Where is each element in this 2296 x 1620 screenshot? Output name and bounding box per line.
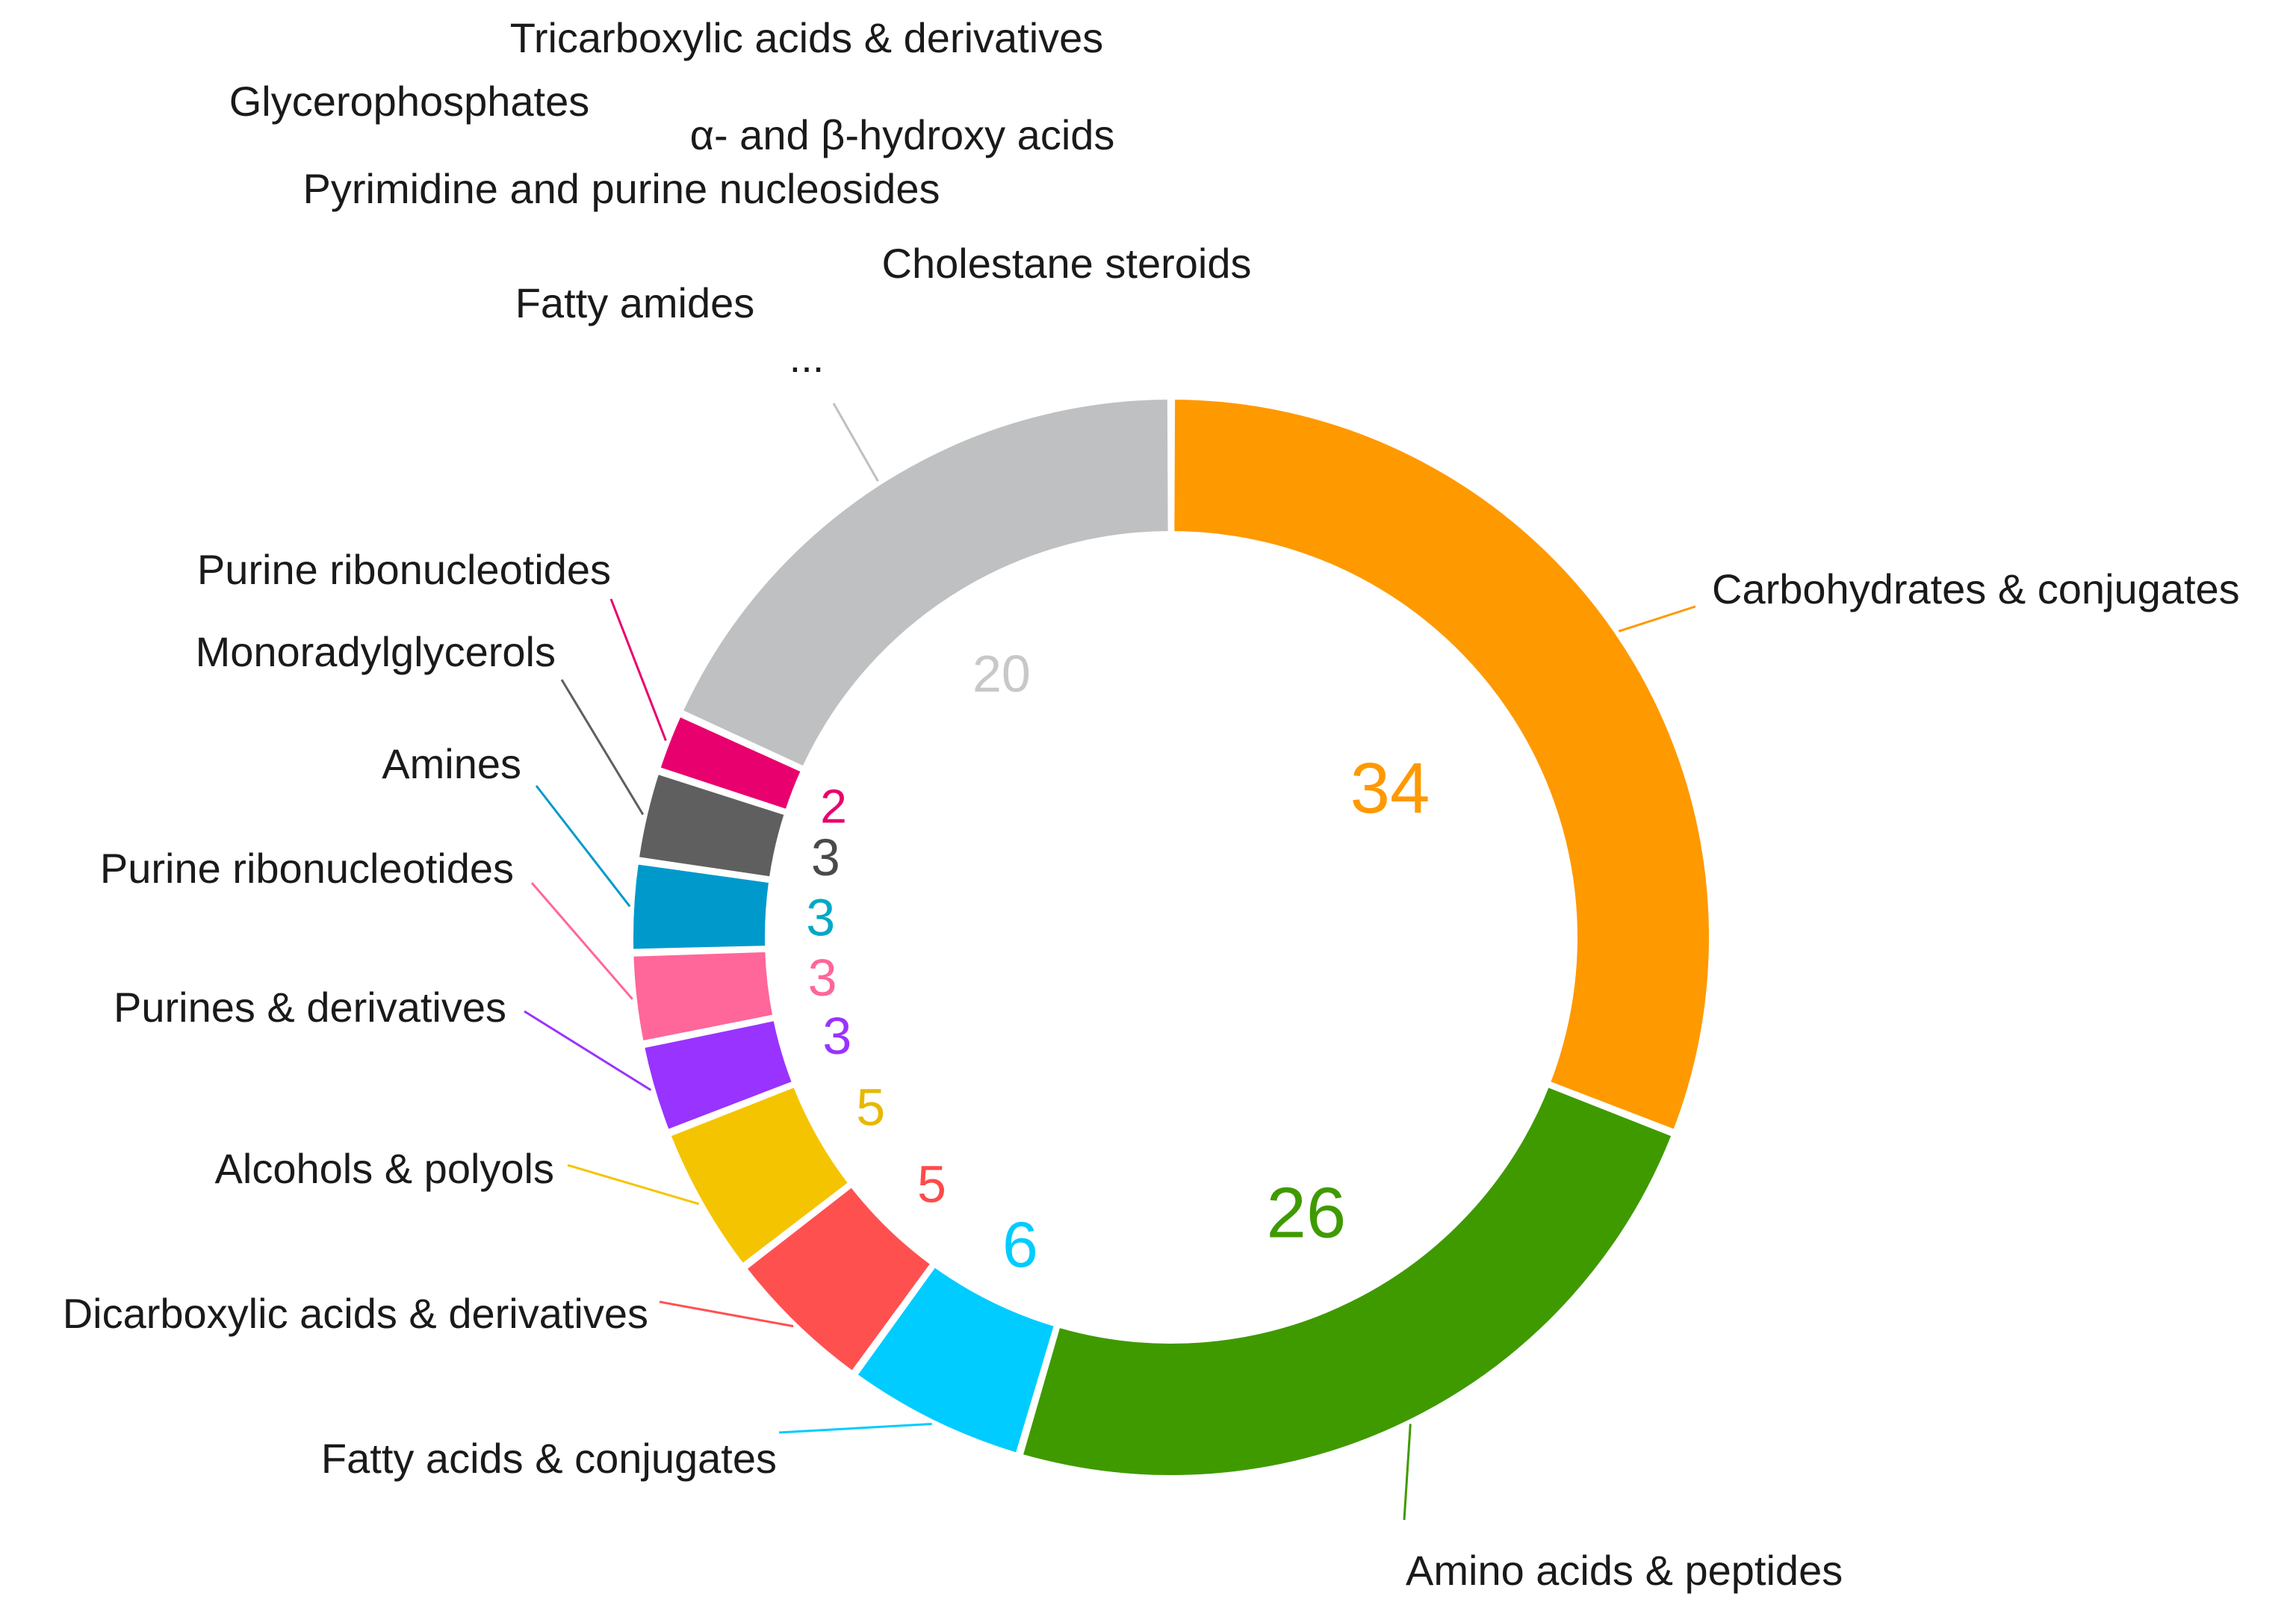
donut-slice (1020, 1084, 1675, 1478)
value-label: 3 (822, 1007, 851, 1065)
value-label: 20 (972, 645, 1031, 703)
other-category-label: Fatty amides (515, 279, 755, 326)
category-label: Alcohols & polyols (215, 1145, 554, 1192)
donut-slice (630, 949, 776, 1044)
value-label: 34 (1350, 748, 1430, 828)
category-label: Amines (382, 740, 521, 787)
value-label: 3 (808, 949, 837, 1007)
leader-line (1618, 605, 1696, 633)
donut-slice (630, 861, 772, 952)
category-label: Amino acids & peptides (1406, 1547, 1843, 1594)
category-label: Purine ribonucleotides (197, 546, 611, 593)
category-label: Fatty acids & conjugates (321, 1435, 777, 1482)
donut-slice (657, 713, 804, 813)
leader-line (609, 598, 667, 742)
donut-slice (679, 396, 1171, 770)
donut-slices (630, 396, 1712, 1478)
leader-line (832, 403, 879, 482)
category-label: ... (789, 334, 825, 381)
leader-lines (524, 403, 1696, 1521)
other-category-labels: Tricarboxylic acids & derivatives Glycero… (229, 14, 1252, 326)
other-category-label: Glycerophosphates (229, 78, 590, 125)
category-label: Purines & derivatives (114, 984, 506, 1031)
category-label: Purine ribonucleotides (100, 845, 514, 892)
leader-line (659, 1300, 794, 1328)
donut-slice (743, 1184, 934, 1375)
leader-line (778, 1423, 932, 1434)
other-category-label: Tricarboxylic acids & derivatives (510, 14, 1104, 61)
leader-line (524, 1010, 652, 1091)
other-category-label: Cholestane steroids (882, 240, 1252, 287)
donut-slice (667, 1084, 852, 1267)
leader-line (560, 679, 645, 816)
leader-line (567, 1164, 700, 1205)
donut-slice (854, 1264, 1058, 1456)
value-label: 3 (811, 828, 840, 887)
category-label: Dicarboxylic acids & derivatives (63, 1290, 648, 1337)
value-label: 6 (1002, 1209, 1038, 1281)
leader-line (535, 785, 631, 907)
donut-slice (641, 1017, 795, 1133)
leader-line (1403, 1424, 1412, 1521)
value-label: 5 (917, 1155, 946, 1213)
donut-slice (1171, 396, 1712, 1133)
donut-slice (636, 771, 788, 880)
other-category-label: α- and β-hydroxy acids (690, 111, 1115, 158)
value-label: 3 (806, 889, 835, 947)
value-label: 26 (1267, 1173, 1347, 1253)
other-category-label: Pyrimidine and purine nucleosides (303, 165, 940, 212)
leader-line (530, 882, 633, 1000)
value-label: 2 (820, 779, 847, 833)
value-label: 5 (856, 1079, 885, 1137)
category-label: Carbohydrates & conjugates (1712, 565, 2240, 612)
category-labels: Carbohydrates & conjugates Amino acids & … (63, 334, 2240, 1594)
category-label: Monoradylglycerols (196, 628, 556, 675)
